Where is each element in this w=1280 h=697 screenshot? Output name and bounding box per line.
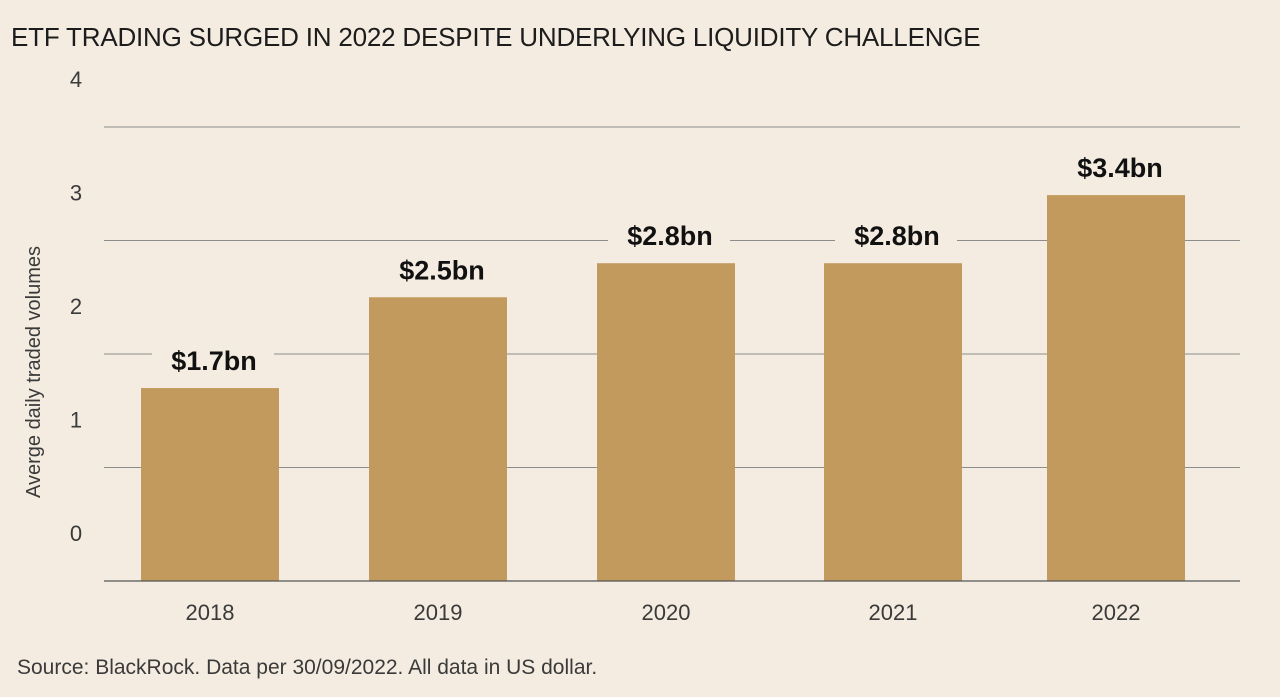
x-tick-label-2018: 2018 bbox=[186, 600, 235, 625]
x-tick-label-2019: 2019 bbox=[414, 600, 463, 625]
data-label-bg-2021 bbox=[835, 215, 957, 250]
y-tick-label-3: 3 bbox=[70, 181, 82, 206]
data-label-2020: $2.8bn bbox=[627, 221, 713, 251]
y-tick-label-2: 2 bbox=[70, 294, 82, 319]
bar-2019 bbox=[369, 297, 507, 581]
y-tick-label-1: 1 bbox=[70, 408, 82, 433]
axis-ticks: 0 1 2 3 4 2018 2019 2020 2021 2022 bbox=[70, 67, 1141, 625]
data-label-2022: $3.4bn bbox=[1077, 153, 1163, 183]
x-tick-label-2022: 2022 bbox=[1092, 600, 1141, 625]
x-tick-label-2020: 2020 bbox=[642, 600, 691, 625]
bar-2022 bbox=[1047, 195, 1185, 581]
data-label-bg-2020 bbox=[608, 215, 730, 250]
data-label-2018: $1.7bn bbox=[171, 346, 257, 376]
bars bbox=[141, 195, 1185, 581]
chart-title: ETF TRADING SURGED IN 2022 DESPITE UNDER… bbox=[11, 22, 981, 52]
bar-2021 bbox=[824, 263, 962, 581]
data-labels: $1.7bn $2.5bn $2.8bn $2.8bn $3.4bn bbox=[152, 147, 1180, 376]
y-axis-label: Averge daily traded volumes bbox=[23, 246, 45, 498]
data-label-bg-2018 bbox=[152, 340, 274, 375]
source-note: Source: BlackRock. Data per 30/09/2022. … bbox=[17, 656, 598, 679]
y-tick-label-4: 4 bbox=[70, 67, 82, 92]
x-tick-label-2021: 2021 bbox=[869, 600, 918, 625]
bar-2020 bbox=[597, 263, 735, 581]
bar-2018 bbox=[141, 388, 279, 581]
data-label-bg-2022 bbox=[1058, 147, 1180, 182]
y-tick-label-0: 0 bbox=[70, 521, 82, 546]
data-label-2019: $2.5bn bbox=[399, 255, 485, 285]
data-label-2021: $2.8bn bbox=[854, 221, 940, 251]
data-label-bg-2019 bbox=[380, 249, 502, 284]
